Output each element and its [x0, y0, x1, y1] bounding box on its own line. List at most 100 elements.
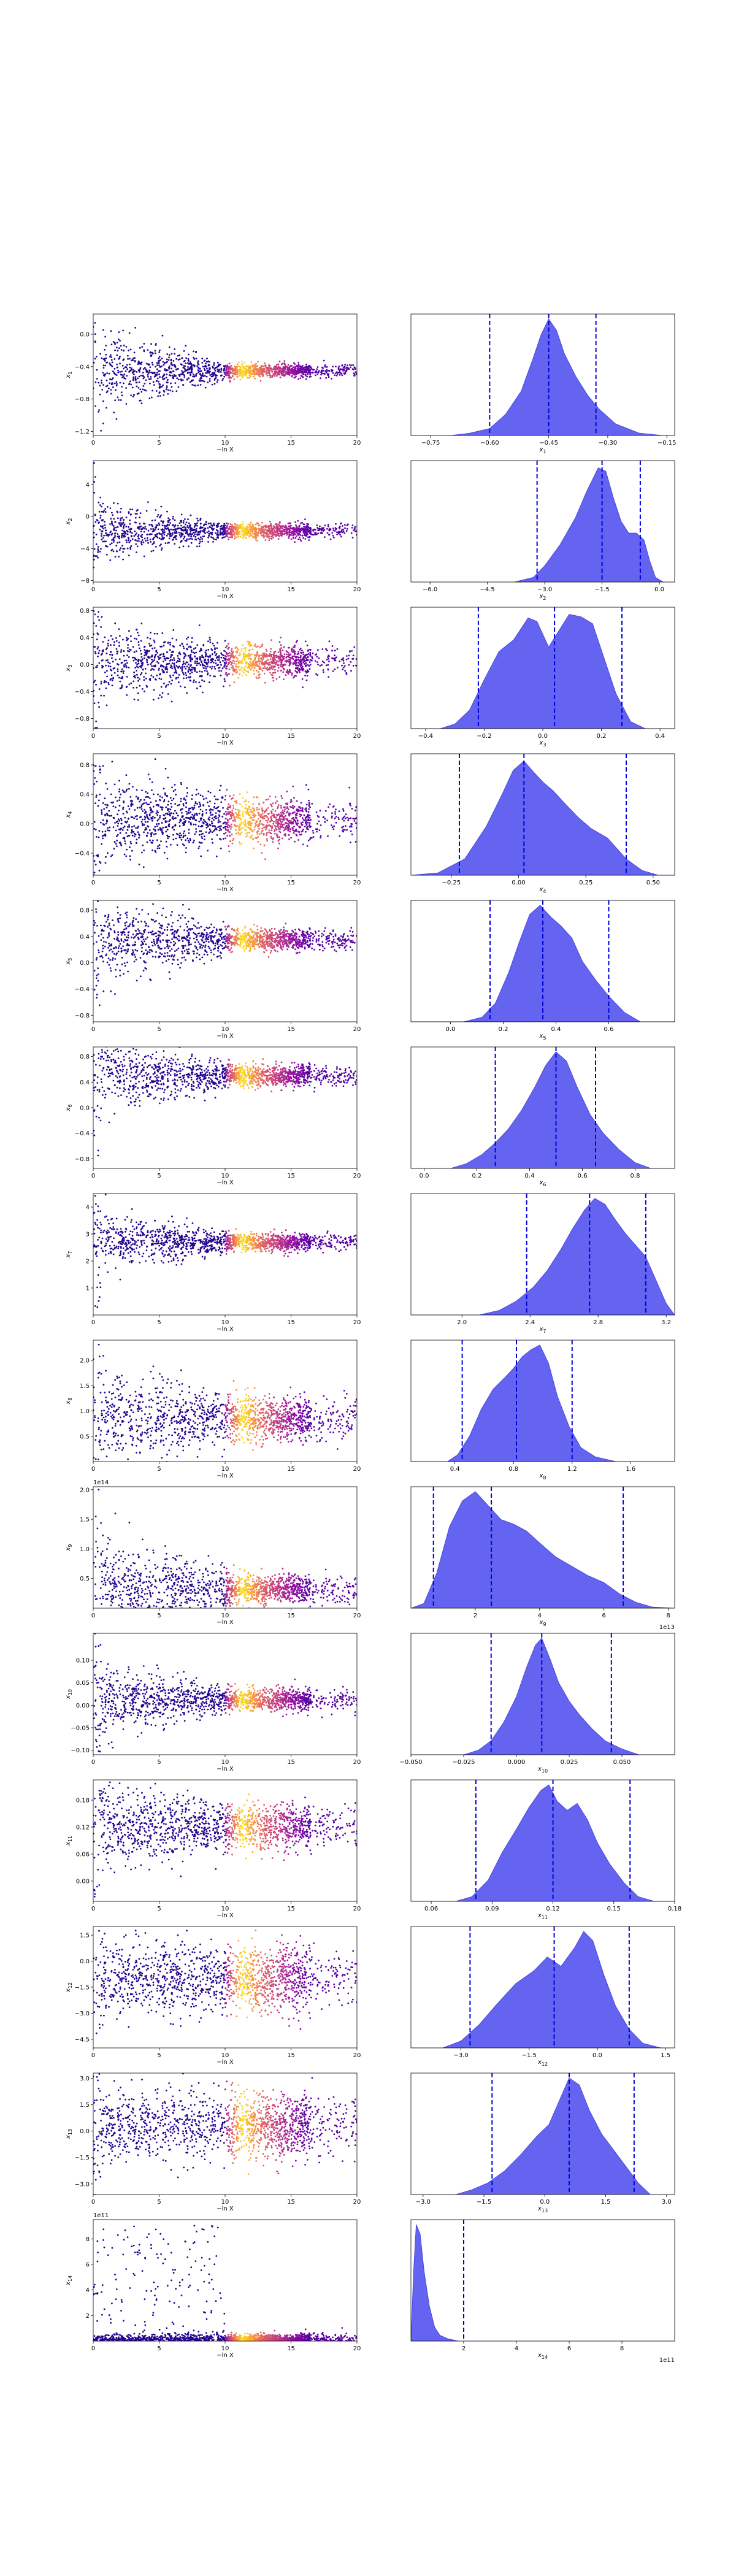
scatter-point: [341, 664, 343, 667]
scatter-point: [316, 373, 319, 375]
scatter-point: [216, 647, 218, 650]
scatter-point: [166, 381, 168, 383]
scatter-point: [137, 662, 140, 665]
scatter-point: [276, 525, 278, 527]
scatter-point: [234, 367, 236, 370]
scatter-point: [260, 372, 263, 375]
scatter-point: [158, 532, 160, 534]
scatter-point: [123, 382, 125, 385]
scatter-point: [130, 682, 132, 684]
scatter-point: [312, 652, 314, 654]
scatter-point: [321, 648, 324, 650]
scatter-point: [155, 374, 157, 375]
scatter-point: [269, 531, 272, 534]
scatter-point: [246, 529, 248, 531]
scatter-point: [310, 368, 312, 370]
scatter-point: [134, 677, 136, 679]
scatter-point: [261, 662, 263, 664]
scatter-point: [104, 335, 107, 338]
scatter-point: [148, 378, 150, 380]
scatter-point: [122, 551, 125, 553]
scatter-point: [184, 663, 186, 665]
x-tick-label: 10: [221, 733, 229, 740]
scatter-point: [254, 364, 256, 366]
scatter-point: [128, 656, 130, 658]
scatter-point: [109, 356, 111, 358]
scatter-point: [253, 828, 256, 830]
scatter-point: [212, 374, 215, 377]
scatter-point: [196, 812, 197, 815]
scatter-point: [157, 514, 159, 516]
scatter-point: [328, 376, 330, 378]
scatter-point: [312, 657, 313, 659]
scatter-point: [221, 528, 224, 531]
scatter-point: [346, 524, 348, 526]
scatter-point: [173, 829, 175, 831]
scatter-point: [110, 802, 113, 803]
scatter-point: [95, 720, 98, 723]
scatter-point: [270, 523, 272, 525]
scatter-point: [206, 531, 209, 534]
scatter-point: [266, 533, 269, 535]
scatter-point: [169, 643, 171, 646]
scatter-point: [156, 372, 158, 374]
scatter-point: [229, 381, 231, 383]
scatter-point: [340, 535, 342, 538]
scatter-point: [301, 678, 304, 680]
scatter-point: [190, 537, 192, 540]
scatter-point: [337, 667, 339, 669]
scatter-point: [154, 665, 156, 667]
scatter-point: [110, 330, 112, 332]
scatter-point: [107, 659, 109, 661]
scatter-point: [150, 669, 152, 671]
scatter-point: [343, 373, 346, 375]
scatter-point: [164, 794, 166, 796]
scatter-point: [123, 532, 125, 534]
scatter-point: [102, 537, 104, 539]
scatter-point: [123, 367, 125, 370]
scatter-point: [145, 677, 147, 680]
scatter-point: [134, 360, 136, 362]
scatter-point: [116, 342, 118, 343]
scatter-point: [114, 622, 117, 624]
scatter-point: [137, 377, 139, 380]
scatter-point: [105, 687, 107, 689]
scatter-point: [145, 389, 147, 392]
scatter-point: [197, 531, 199, 534]
scatter-point: [338, 531, 340, 533]
scatter-point: [114, 556, 117, 558]
scatter-point: [256, 533, 259, 535]
scatter-point: [231, 667, 233, 669]
scatter-point: [174, 525, 176, 527]
scatter-point: [94, 358, 96, 360]
scatter-point: [178, 546, 181, 548]
scatter-point: [209, 364, 210, 366]
scatter-point: [223, 536, 225, 539]
scatter-point: [297, 534, 299, 536]
scatter-point: [250, 644, 253, 646]
scatter-point: [159, 376, 161, 378]
scatter-point: [194, 523, 197, 526]
scatter-point: [259, 666, 261, 668]
scatter-point: [123, 535, 125, 538]
scatter-point: [226, 526, 228, 529]
scatter-points: [93, 610, 357, 729]
scatter-point: [220, 524, 223, 527]
scatter-point: [153, 665, 155, 667]
scatter-point: [318, 370, 320, 372]
scatter-point: [168, 356, 170, 359]
scatter-point: [144, 654, 145, 657]
scatter-point: [145, 672, 147, 675]
density-area-group: [411, 607, 675, 729]
scatter-point: [186, 532, 188, 534]
scatter-point: [282, 362, 284, 365]
scatter-point: [267, 529, 270, 532]
scatter-point: [133, 394, 135, 396]
scatter-point: [181, 357, 183, 359]
scatter-point: [143, 343, 145, 345]
scatter-point: [218, 523, 220, 524]
scatter-point: [211, 649, 213, 651]
scatter-point: [99, 496, 102, 499]
scatter-point: [171, 637, 174, 640]
scatter-point: [136, 670, 138, 672]
